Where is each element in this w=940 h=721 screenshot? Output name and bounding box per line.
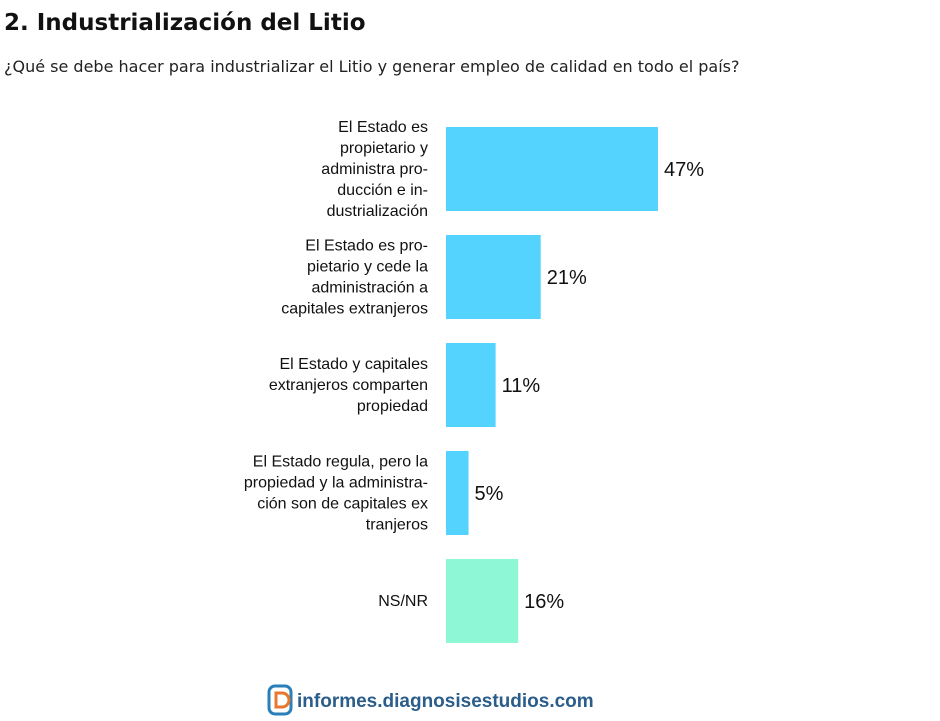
bar (446, 235, 541, 319)
bar (446, 343, 496, 427)
category-label: El Estado y capitales extranjeros compart… (269, 356, 428, 415)
value-label: 16% (524, 591, 564, 613)
bar (446, 559, 519, 643)
category-label: El Estado regula, pero la propiedad y la … (244, 454, 428, 534)
value-label: 47% (664, 159, 704, 181)
category-label: El Estado es propietario y administra pro-… (321, 119, 428, 220)
value-label: 21% (547, 267, 587, 289)
value-label: 11% (502, 375, 541, 397)
page-title: 2. Industrialización del Litio (4, 10, 366, 36)
category-label: El Estado es pro-pietario y cede la admin… (281, 238, 428, 318)
value-label: 5% (475, 483, 504, 505)
bar (446, 127, 658, 211)
footer-url: informes.diagnosisestudios.com (297, 691, 594, 712)
question: ¿Qué se debe hacer para industrializar e… (4, 57, 739, 76)
bar (446, 451, 469, 535)
logo (267, 684, 293, 716)
category-label: NS/NR (378, 593, 428, 610)
